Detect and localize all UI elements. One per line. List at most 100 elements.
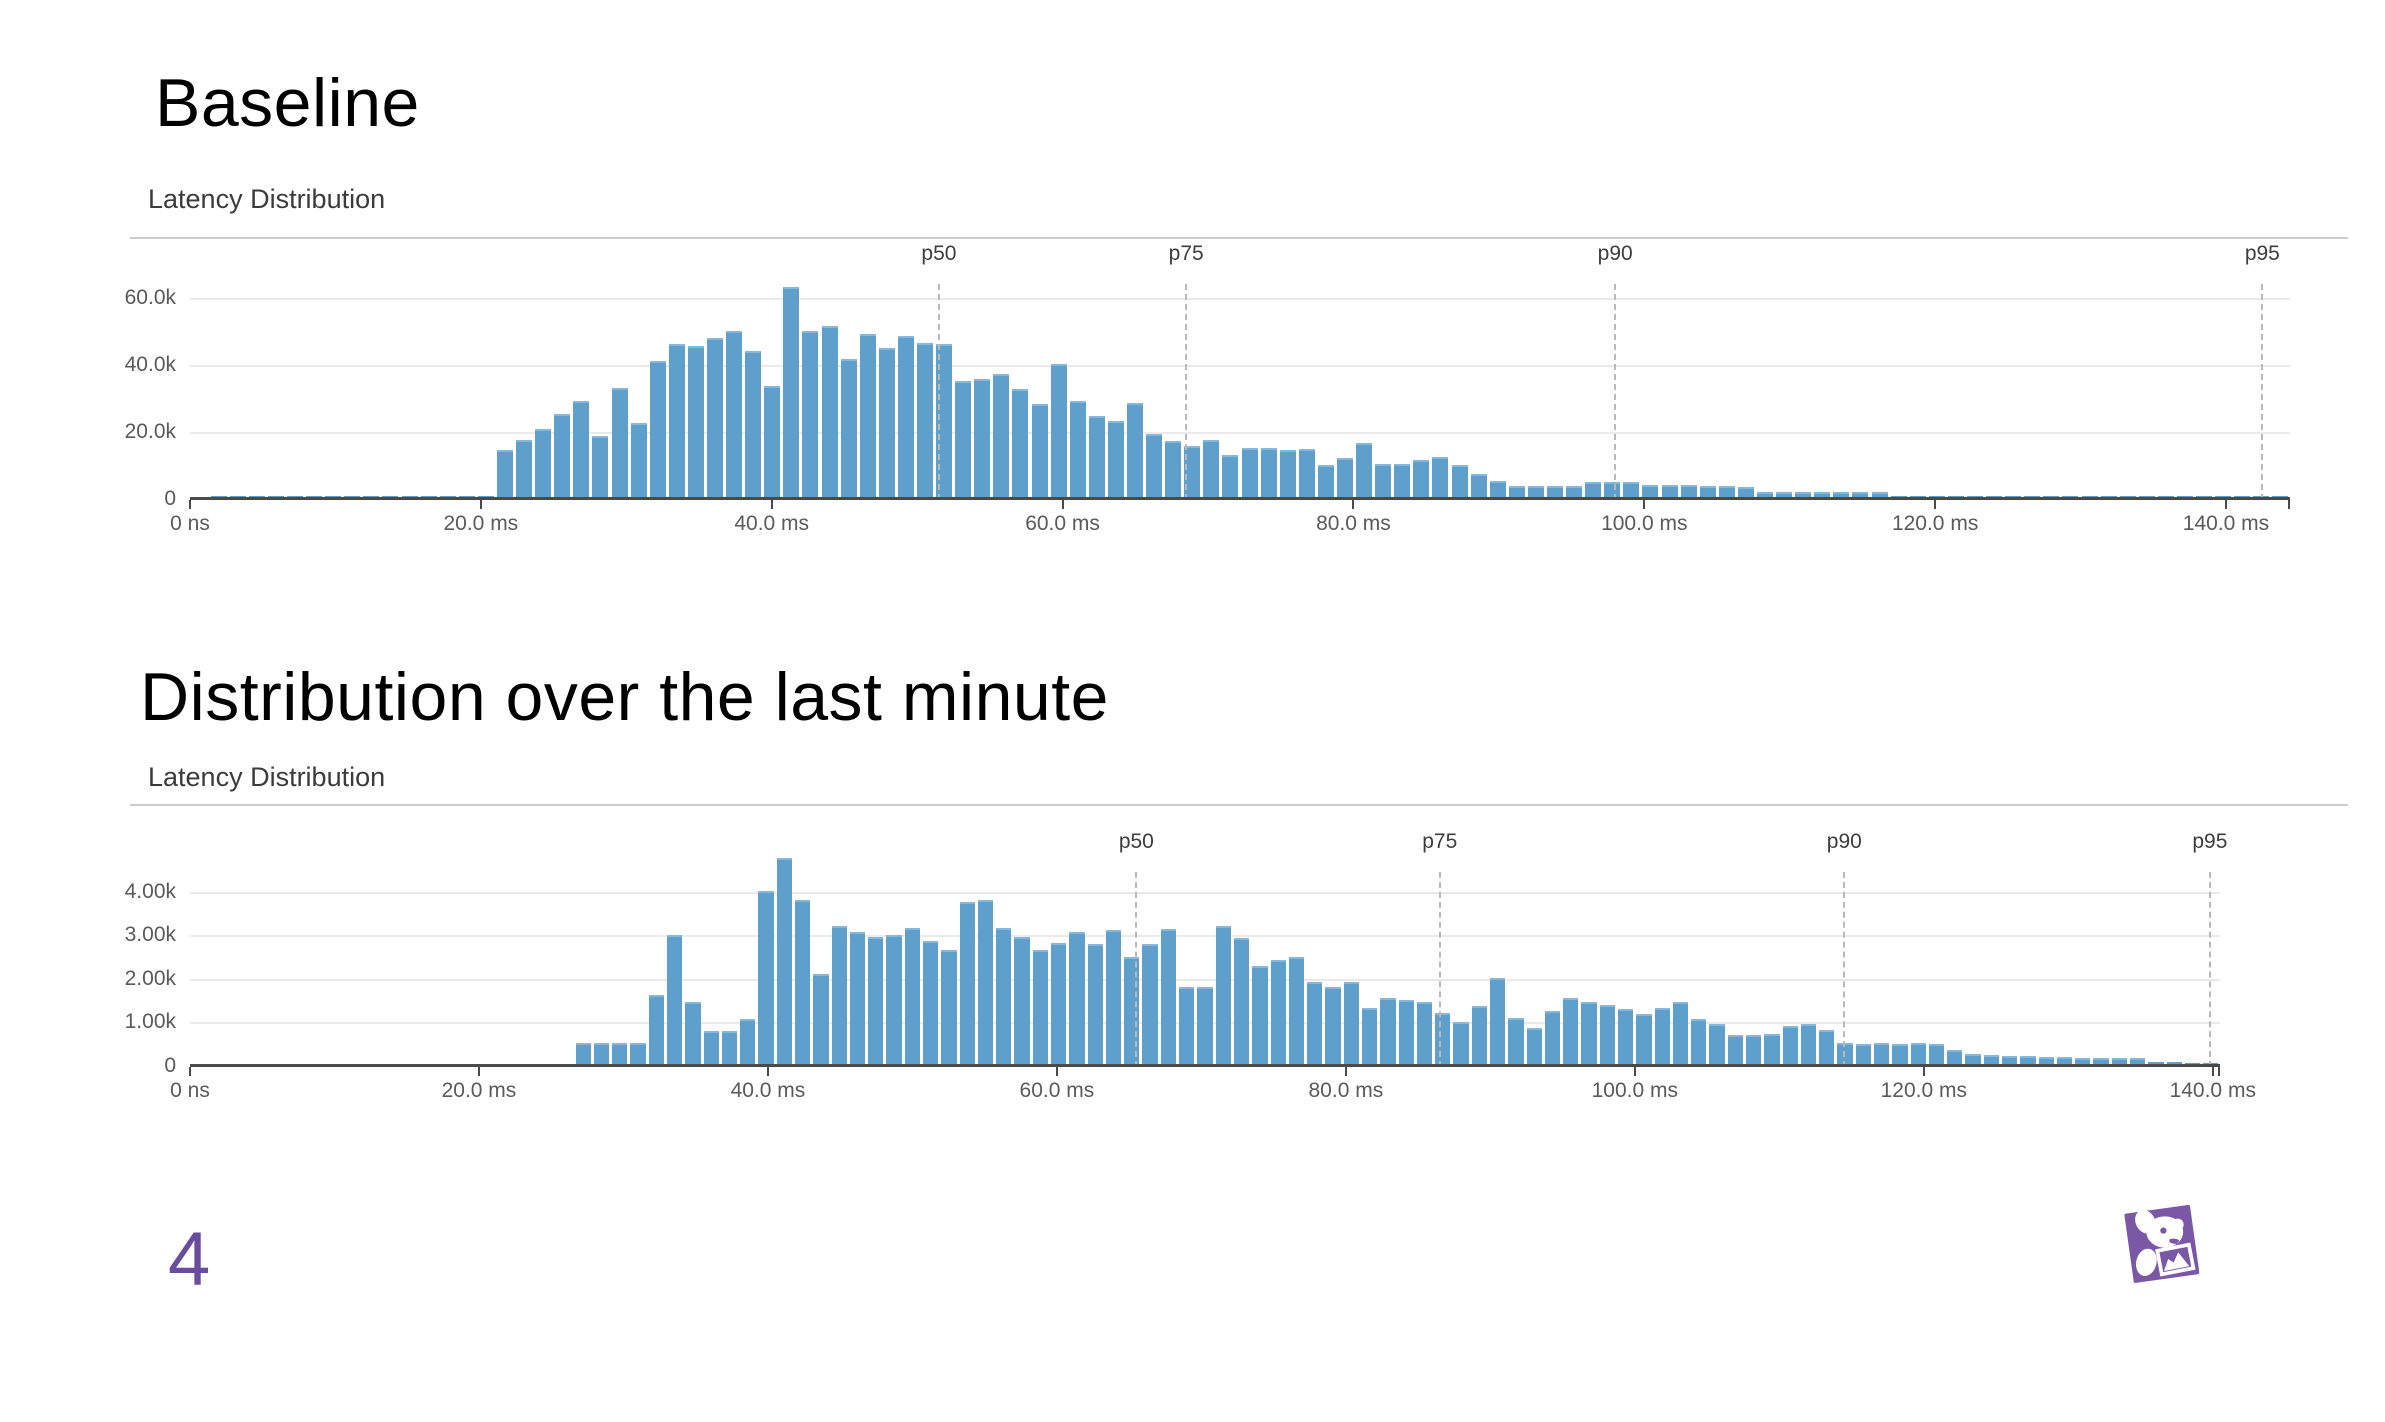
x-axis-line <box>190 1064 2220 1067</box>
histogram-bar <box>1252 965 1268 1067</box>
histogram-bar <box>1413 459 1430 500</box>
histogram-bar <box>1874 1043 1890 1067</box>
histogram-bar <box>1871 491 1888 500</box>
histogram-bar <box>1756 491 1774 500</box>
x-axis-tick-label: 60.0 ms <box>1025 512 1100 535</box>
histogram-bar <box>2020 1056 2036 1067</box>
histogram-bar <box>592 436 609 500</box>
percentile-label-p90: p90 <box>1597 242 1633 265</box>
histogram-bar <box>575 1043 591 1067</box>
percentile-label-p95: p95 <box>2244 242 2280 265</box>
histogram-bar <box>993 374 1010 500</box>
histogram-bar <box>1432 456 1449 500</box>
histogram-bar <box>2130 1058 2146 1067</box>
chart-title: Latency Distribution <box>148 184 386 214</box>
histogram-bar <box>813 973 829 1067</box>
histogram-bar <box>1317 465 1334 500</box>
histogram-bar <box>2075 1058 2091 1067</box>
histogram-bar <box>977 899 994 1067</box>
histogram-bar <box>1718 486 1735 500</box>
percentile-marker-line-p50 <box>937 284 940 500</box>
y-gridline <box>190 978 2220 981</box>
histogram-bar <box>630 1043 646 1067</box>
x-axis-tick-label: 0 ns <box>170 1079 210 1102</box>
histogram-bar <box>2056 1057 2073 1067</box>
y-axis-label: 4.00k <box>124 879 176 903</box>
histogram-bar <box>1215 925 1231 1067</box>
panel-divider <box>130 237 2348 239</box>
latency-histogram-baseline: 0 20.0k 40.0k 60.0k p50 p75 p90 p95 0 ns 20.0 ms 4… <box>125 242 2290 535</box>
histogram-bar <box>1746 1034 1762 1067</box>
histogram-bar <box>1546 486 1564 500</box>
histogram-bar <box>1508 486 1525 500</box>
histogram-bar <box>1709 1023 1725 1067</box>
x-axis-tick <box>2225 500 2227 509</box>
x-axis-tick-label: 60.0 ms <box>1019 1079 1095 1102</box>
histogram-bar <box>840 359 857 500</box>
histogram-bar <box>1852 491 1869 500</box>
histogram-bar <box>1892 1044 1908 1067</box>
x-axis-tick-label: 100.0 ms <box>1591 1079 1679 1102</box>
y-axis-label: 1.00k <box>124 1010 176 1034</box>
histogram-bar <box>745 350 762 500</box>
histogram-bar <box>2002 1056 2018 1067</box>
x-axis-tick-label: 140.0 ms <box>2169 1079 2256 1102</box>
y-gridline <box>190 935 2220 938</box>
histogram-bar <box>1470 473 1487 500</box>
histogram-bar <box>1069 401 1086 500</box>
x-axis-tick <box>1643 500 1646 509</box>
histogram-bar <box>1087 944 1103 1067</box>
percentile-label-p50: p50 <box>921 242 957 265</box>
histogram-bar <box>1699 486 1716 500</box>
histogram-bar <box>1855 1044 1871 1067</box>
chart-title: Latency Distribution <box>148 762 386 792</box>
histogram-bar <box>1416 1001 1433 1067</box>
y-axis-label: 2.00k <box>124 966 176 990</box>
histogram-bar <box>1910 1043 1926 1067</box>
x-axis-tick-label: 80.0 ms <box>1316 512 1391 535</box>
x-axis-tick <box>189 500 191 509</box>
percentile-label-p75: p75 <box>1168 242 1204 265</box>
histogram-bar <box>1776 491 1793 500</box>
histogram-bar <box>1032 949 1049 1067</box>
histogram-bar <box>1983 1055 2000 1067</box>
histogram-bar <box>1361 1008 1378 1067</box>
histogram-bar <box>630 422 647 500</box>
x-axis-tick-label: 120.0 ms <box>1891 512 1979 535</box>
x-axis-tick <box>477 1067 480 1076</box>
x-axis-tick <box>1352 500 1355 509</box>
histogram-bar <box>1380 997 1396 1067</box>
histogram-bar <box>1585 482 1602 500</box>
histogram-bar <box>1617 1009 1634 1067</box>
histogram-bar <box>1105 930 1122 1067</box>
histogram-bar <box>1241 447 1258 500</box>
histogram-bar <box>612 1043 628 1067</box>
histogram-bar <box>1599 1004 1615 1067</box>
page-number: 4 <box>168 1217 211 1302</box>
datadog-logo-icon <box>2124 1204 2200 1283</box>
percentile-marker-line-p75 <box>1185 284 1188 500</box>
y-axis-label: 40.0k <box>124 353 176 377</box>
x-axis-tick-label: 140.0 ms <box>2182 512 2270 535</box>
x-axis-tick-label: 0 ns <box>170 512 210 535</box>
histogram-bar <box>573 401 590 500</box>
panel-divider <box>130 804 2348 806</box>
histogram-bar <box>1126 402 1144 500</box>
histogram-bar <box>1642 485 1659 500</box>
histogram-bar <box>1680 485 1697 500</box>
histogram-bar <box>1727 1034 1743 1067</box>
histogram-bar <box>1965 1054 1981 1067</box>
x-axis-tick <box>770 500 773 509</box>
histogram-bar <box>1526 1028 1542 1067</box>
histogram-bar <box>593 1043 610 1067</box>
percentile-marker-line-p90 <box>1614 284 1617 500</box>
histogram-bar <box>764 386 781 500</box>
histogram-bar <box>1343 982 1359 1067</box>
histogram-bar <box>776 858 792 1067</box>
y-gridline <box>190 298 2290 301</box>
histogram-bar <box>666 934 683 1067</box>
histogram-bar <box>1398 999 1414 1067</box>
y-axis-label: 0 <box>164 1054 176 1077</box>
histogram-bar <box>1270 959 1286 1067</box>
histogram-bar <box>1737 487 1754 500</box>
